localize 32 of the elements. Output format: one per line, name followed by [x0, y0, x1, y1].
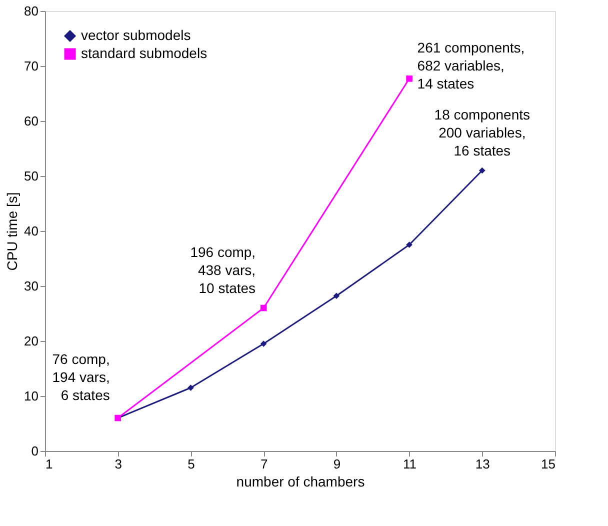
y-tick-label: 30 [24, 278, 38, 294]
point [260, 304, 267, 312]
y-tick-label: 40 [24, 224, 38, 238]
x-tick-label: 13 [475, 456, 490, 472]
y-tick-label: 80 [24, 4, 38, 18]
y-tick-label: 0 [31, 444, 38, 458]
point [260, 340, 267, 347]
y-tick-label: 10 [24, 388, 38, 404]
x-tick-label: 3 [114, 456, 122, 472]
x-axis-title: number of chambers [236, 474, 365, 490]
annotation: 261 components, 682 variables, 14 states [417, 40, 525, 92]
point [333, 292, 340, 300]
point [406, 242, 412, 248]
x-tick-label: 1 [46, 456, 53, 472]
x-tick-label: 15 [541, 456, 556, 472]
y-tick-label: 20 [24, 334, 38, 348]
x-tick-label: 7 [260, 456, 268, 472]
annotation: 76 comp, 194 vars, 6 states [52, 351, 110, 403]
legend-label: vector submodels [81, 27, 191, 43]
x-tick-label: 11 [403, 456, 417, 472]
x-tick-label: 5 [188, 456, 195, 472]
y-axis-title: CPU time [s] [4, 192, 20, 271]
point [188, 384, 194, 391]
y-tick-label: 60 [24, 114, 38, 128]
point [478, 167, 486, 174]
annotation: 18 components 200 variables, 16 states [434, 106, 530, 158]
legend-label: standard submodels [81, 45, 208, 61]
annotation: 196 comp, 438 vars, 10 states [190, 244, 256, 296]
y-tick-label: 50 [24, 168, 38, 184]
y-tick-label: 70 [24, 58, 38, 74]
point [406, 75, 412, 82]
x-tick-label: 9 [333, 456, 341, 472]
